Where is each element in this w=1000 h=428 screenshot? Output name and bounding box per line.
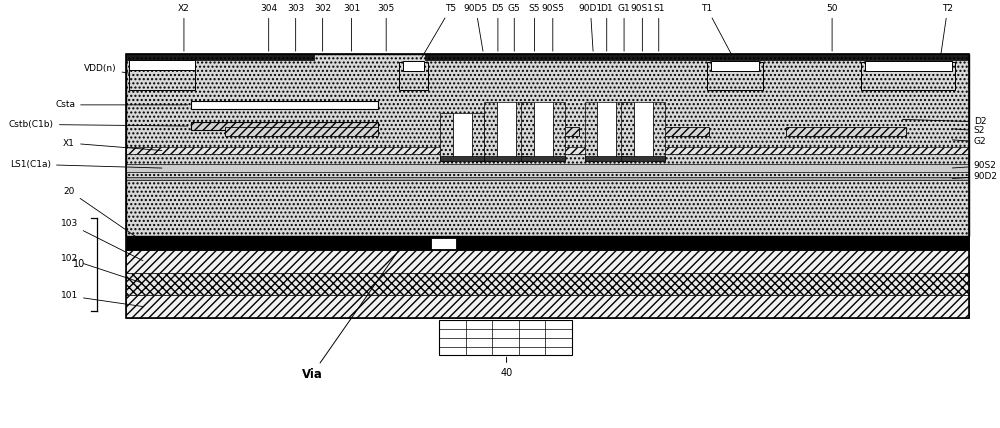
Text: 301: 301 (343, 4, 360, 51)
Text: LS1(C1a): LS1(C1a) (10, 160, 162, 169)
Text: 304: 304 (260, 4, 277, 51)
Text: 101: 101 (61, 291, 143, 306)
Bar (865, 61, 952, 71)
Bar (786, 127, 906, 136)
Bar (585, 102, 597, 161)
Bar (707, 62, 763, 90)
Text: S2: S2 (952, 126, 985, 135)
Bar (653, 102, 665, 161)
Text: X2: X2 (178, 4, 190, 51)
Bar (521, 156, 565, 161)
Bar (126, 295, 969, 318)
Bar (126, 250, 969, 273)
Text: 102: 102 (61, 255, 143, 283)
Bar (616, 102, 629, 161)
Bar (526, 127, 579, 136)
Text: 50: 50 (826, 4, 838, 51)
Bar (634, 102, 653, 157)
Text: T5: T5 (421, 4, 456, 58)
Text: T1: T1 (701, 4, 734, 58)
Bar (126, 236, 969, 250)
Text: S5: S5 (529, 4, 540, 51)
Bar (126, 54, 969, 318)
Text: G2: G2 (952, 137, 986, 146)
Text: VDD(n): VDD(n) (84, 64, 162, 78)
Bar (129, 60, 195, 70)
Bar (126, 164, 969, 172)
Text: 305: 305 (378, 4, 395, 51)
Text: 40: 40 (500, 357, 513, 378)
Bar (129, 62, 195, 90)
Bar (516, 102, 529, 161)
Text: 10: 10 (72, 259, 85, 270)
Text: 90D1: 90D1 (578, 4, 602, 51)
Text: 103: 103 (61, 219, 143, 261)
Bar (126, 273, 969, 295)
Text: T2: T2 (940, 4, 953, 58)
Bar (534, 102, 553, 157)
Bar (656, 127, 709, 136)
Bar (126, 54, 969, 236)
Bar (472, 113, 484, 161)
Bar (861, 62, 955, 90)
Bar (484, 102, 497, 161)
Bar (440, 113, 453, 161)
Text: 90S1: 90S1 (631, 4, 654, 51)
Bar (126, 54, 314, 60)
Text: S1: S1 (653, 4, 664, 51)
Text: Cstb(C1b): Cstb(C1b) (9, 120, 188, 129)
Text: 90S5: 90S5 (541, 4, 564, 51)
Bar (621, 156, 665, 161)
Bar (403, 61, 424, 71)
Text: 20: 20 (64, 187, 143, 242)
Bar (553, 102, 565, 161)
Bar (484, 156, 529, 161)
Bar (399, 62, 428, 90)
Text: D1: D1 (600, 4, 613, 51)
Text: Csta: Csta (55, 101, 188, 110)
Bar (425, 54, 969, 60)
Text: X1: X1 (63, 139, 162, 151)
Text: 303: 303 (287, 4, 304, 51)
Text: D2: D2 (902, 117, 986, 126)
Bar (453, 113, 472, 157)
Bar (431, 238, 456, 249)
Text: G1: G1 (618, 4, 630, 51)
Bar (191, 101, 378, 109)
Text: 90D2: 90D2 (952, 172, 998, 181)
Text: Via: Via (302, 239, 407, 381)
Bar (497, 102, 516, 157)
Text: G5: G5 (508, 4, 521, 51)
Bar (191, 122, 378, 131)
Bar (711, 61, 759, 71)
Bar (597, 102, 616, 157)
Bar (225, 127, 378, 136)
Text: 302: 302 (314, 4, 331, 51)
Bar (126, 147, 969, 154)
Bar (440, 156, 484, 161)
Bar (585, 156, 629, 161)
Bar (126, 177, 969, 181)
Bar (621, 102, 634, 161)
Text: 90S2: 90S2 (952, 161, 997, 170)
Text: 90D5: 90D5 (464, 4, 488, 51)
Bar (439, 321, 572, 355)
Bar (521, 102, 534, 161)
Text: D5: D5 (492, 4, 504, 51)
